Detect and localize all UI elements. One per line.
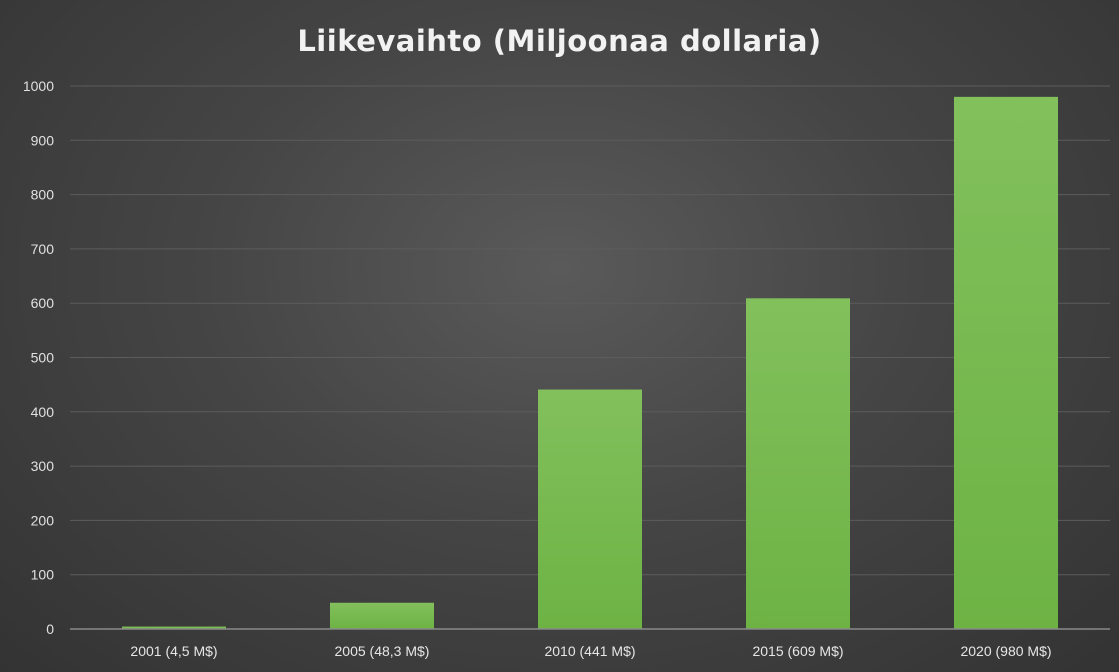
y-tick-label: 300 (31, 458, 55, 474)
chart-title: Liikevaihto (Miljoonaa dollaria) (297, 24, 822, 58)
bar (746, 298, 850, 629)
x-category-label: 2010 (441 M$) (544, 643, 635, 659)
y-axis-ticks: 0 100 200 300 400 500 600 700 800 900 1000 (23, 78, 54, 637)
bar (122, 626, 226, 629)
x-axis-labels: 2001 (4,5 M$) 2005 (48,3 M$) 2010 (441 M$)… (130, 643, 1051, 659)
y-tick-label: 200 (31, 512, 55, 528)
y-tick-label: 700 (31, 241, 55, 257)
bar (538, 389, 642, 629)
y-tick-label: 400 (31, 404, 55, 420)
x-category-label: 2001 (4,5 M$) (130, 643, 217, 659)
bar (954, 96, 1058, 630)
bar (330, 602, 434, 629)
y-tick-label: 500 (31, 350, 55, 366)
y-tick-label: 600 (31, 295, 55, 311)
y-tick-label: 800 (31, 187, 55, 203)
x-category-label: 2020 (980 M$) (960, 643, 1051, 659)
y-tick-label: 900 (31, 132, 55, 148)
bars (122, 96, 1058, 630)
y-tick-label: 1000 (23, 78, 54, 94)
x-category-label: 2005 (48,3 M$) (335, 643, 430, 659)
y-tick-label: 0 (46, 621, 54, 637)
x-category-label: 2015 (609 M$) (752, 643, 843, 659)
y-tick-label: 100 (31, 567, 55, 583)
